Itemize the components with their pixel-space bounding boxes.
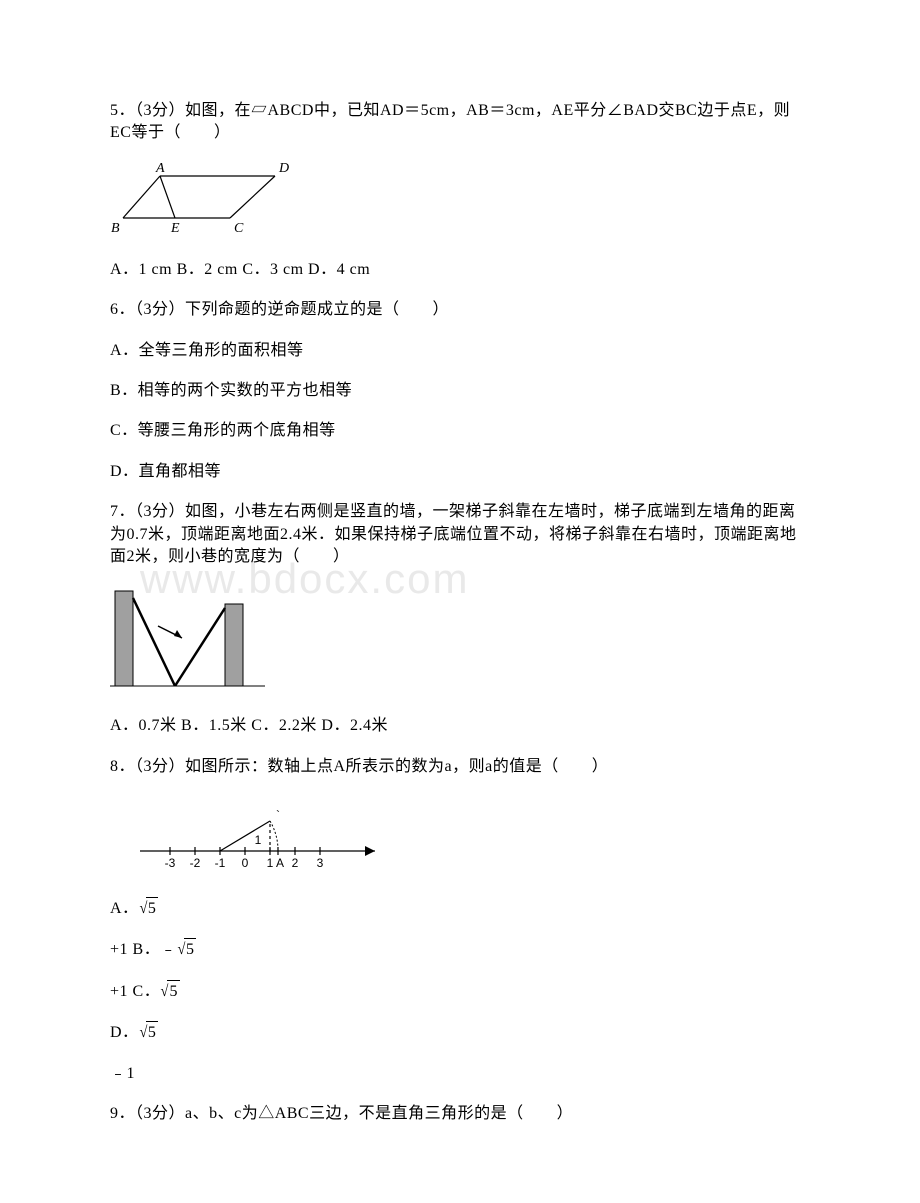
svg-text:B: B [111,221,120,236]
q8-optA-prefix: A． [110,900,139,917]
document-page: 5．（3分）如图，在▱ABCD中，已知AD＝5cm，AB＝3cm，AE平分∠BA… [0,0,920,1203]
q5-figure: A D B C E [110,163,810,243]
svg-text:1: 1 [255,833,262,847]
svg-text:3: 3 [317,856,324,870]
svg-text:-1: -1 [215,856,226,870]
q8-plus1C-text: +1 C． [110,983,160,1000]
q9-stem: 9．（3分）a、b、c为△ABC三边，不是直角三角形的是（ ） [110,1103,810,1125]
q6-stem: 6．（3分）下列命题的逆命题成立的是（ ） [110,299,810,321]
q6-optD: D．直角都相等 [110,461,810,483]
svg-text:0: 0 [242,856,249,870]
q8-line-plus1C: +1 C．√5 [110,980,810,1003]
svg-text:A: A [276,856,284,870]
svg-text:C: C [234,221,244,236]
svg-text:-2: -2 [190,856,201,870]
q7-options: A．0.7米 B．1.5米 C．2.2米 D．2.4米 [110,715,810,737]
q8-plus1B-text: +1 B．﹣ [110,941,177,958]
q5-options: A．1 cm B．2 cm C．3 cm D．4 cm [110,259,810,281]
q8-line-minus1: ﹣1 [110,1063,810,1085]
svg-text:D: D [278,163,289,176]
q7-stem: 7．（3分）如图，小巷左右两侧是竖直的墙，一架梯子斜靠在左墙时，梯子底端到左墙角… [110,501,810,568]
svg-text:A: A [155,163,165,176]
q8-stem: 8．（3分）如图所示：数轴上点A所表示的数为a，则a的值是（ ） [110,756,810,778]
sqrt-icon: √ [177,939,185,961]
q8-figure: -3-2-101231`A [110,796,810,881]
q8-lineD: D．√5 [110,1021,810,1044]
q8-optB-radicand: 5 [184,938,197,961]
sqrt-icon: √ [161,981,169,1003]
q6-optA: A．全等三角形的面积相等 [110,340,810,362]
sqrt-icon: √ [139,898,147,920]
q8-optC-radicand: 5 [167,980,180,1003]
q6-optC: C．等腰三角形的两个底角相等 [110,420,810,442]
q7-diagram [110,586,270,694]
q8-optA: A．√5 [110,897,810,920]
q7-figure [110,586,810,699]
q8-diagram: -3-2-101231`A [130,796,390,876]
q5-stem: 5．（3分）如图，在▱ABCD中，已知AD＝5cm，AB＝3cm，AE平分∠BA… [110,100,810,145]
svg-text:2: 2 [292,856,299,870]
svg-text:1: 1 [267,856,274,870]
q8-line-plus1B: +1 B．﹣√5 [110,938,810,961]
q8-lineD-prefix: D． [110,1024,139,1041]
sqrt-icon: √ [139,1022,147,1044]
q6-optB: B．相等的两个实数的平方也相等 [110,380,810,402]
svg-text:E: E [170,221,180,236]
svg-text:-3: -3 [165,856,176,870]
svg-text:`: ` [276,808,280,822]
q5-diagram: A D B C E [110,163,300,238]
